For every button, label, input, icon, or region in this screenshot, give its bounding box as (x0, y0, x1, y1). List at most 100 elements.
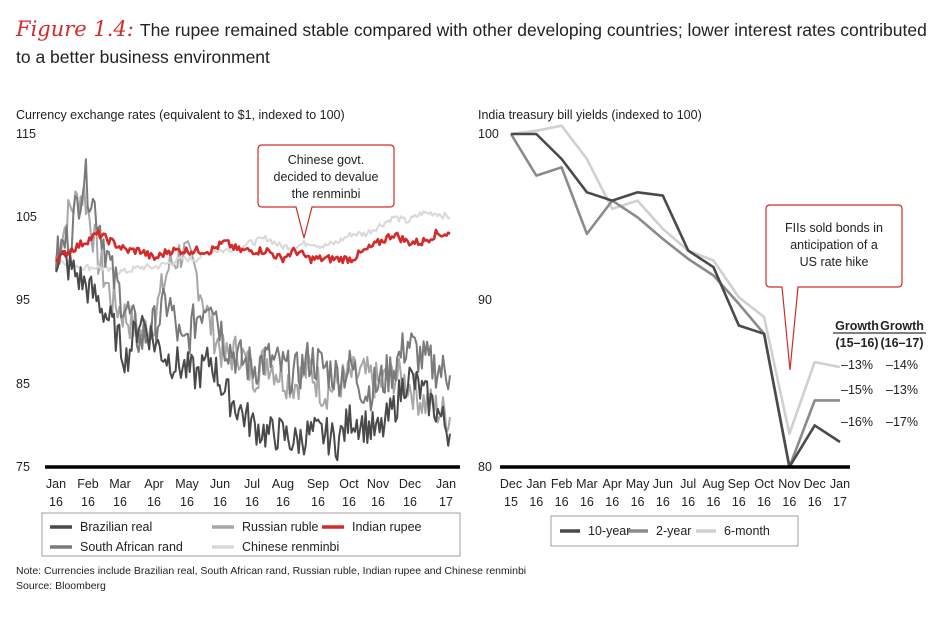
left-x-tick-label: 16 (213, 495, 227, 509)
right-annotation-text: FIIs sold bonds in (785, 221, 883, 235)
growth-header: (16–17) (880, 336, 923, 350)
right-x-tick-label: Jun (653, 477, 673, 491)
right-x-tick-label: Feb (551, 477, 573, 491)
left-series-line (55, 210, 451, 276)
right-x-tick-label: 17 (833, 495, 847, 509)
right-x-tick-label: Apr (603, 477, 622, 491)
right-x-tick-label: Dec (804, 477, 826, 491)
left-x-tick-label: 16 (147, 495, 161, 509)
right-x-tick-label: Mar (576, 477, 598, 491)
right-legend-label: 6-month (724, 524, 770, 538)
right-x-tick-label: 16 (782, 495, 796, 509)
left-series-line (55, 252, 451, 462)
growth-value: –17% (886, 415, 918, 429)
left-x-tick-label: Oct (339, 477, 359, 491)
left-series-line (55, 158, 451, 412)
left-annotation-text: decided to devalue (274, 170, 379, 184)
note-text: Note: Currencies include Brazilian real,… (16, 565, 527, 577)
right-x-tick-label: May (626, 477, 650, 491)
right-x-tick-label: 16 (529, 495, 543, 509)
left-x-tick-label: May (175, 477, 199, 491)
right-x-tick-label: 16 (555, 495, 569, 509)
left-y-tick-label: 75 (16, 460, 30, 474)
right-x-tick-label: 16 (631, 495, 645, 509)
growth-value: –16% (841, 415, 873, 429)
right-chart-title: India treasury bill yields (indexed to 1… (478, 108, 702, 122)
right-x-tick-label: 16 (732, 495, 746, 509)
left-annotation-text: Chinese govt. (288, 153, 364, 167)
right-x-tick-label: 16 (707, 495, 721, 509)
right-legend-label: 2-year (656, 524, 691, 538)
left-annotation-callout (257, 144, 395, 239)
right-series-line (511, 132, 841, 469)
figure-title-text: The rupee remained stable compared with … (16, 20, 927, 67)
right-x-tick-label: 16 (808, 495, 822, 509)
growth-value: –13% (886, 383, 918, 397)
left-legend-label: Russian ruble (242, 520, 318, 534)
left-x-tick-label: Nov (367, 477, 390, 491)
left-x-tick-label: Mar (109, 477, 131, 491)
right-legend-box (550, 515, 799, 547)
left-series-line (55, 184, 451, 433)
left-legend-label: South African rand (80, 540, 183, 554)
growth-header: Growth (880, 319, 924, 333)
left-x-tick-label: Jul (244, 477, 260, 491)
left-y-tick-label: 115 (16, 127, 36, 141)
right-x-tick-label: 16 (757, 495, 771, 509)
left-x-tick-label: Aug (272, 477, 294, 491)
left-x-tick-label: Jun (210, 477, 230, 491)
left-legend-label: Chinese renminbi (242, 540, 339, 554)
left-y-tick-label: 85 (16, 377, 30, 391)
right-x-tick-label: Jan (526, 477, 546, 491)
growth-value: –14% (886, 358, 918, 372)
right-x-tick-label: Dec (500, 477, 522, 491)
right-y-tick-label: 80 (478, 460, 492, 474)
left-x-tick-label: 16 (311, 495, 325, 509)
right-legend-label: 10-year (588, 524, 630, 538)
right-x-tick-label: Jul (680, 477, 696, 491)
right-x-tick-label: Sep (728, 477, 750, 491)
right-x-tick-label: Aug (702, 477, 724, 491)
growth-header: (15–16) (835, 336, 878, 350)
right-x-tick-label: 16 (681, 495, 695, 509)
left-x-tick-label: Dec (399, 477, 421, 491)
right-x-tick-label: 16 (656, 495, 670, 509)
growth-header: Growth (835, 319, 879, 333)
growth-value: –15% (841, 383, 873, 397)
left-legend-label: Brazilian real (80, 520, 152, 534)
growth-value: –13% (841, 358, 873, 372)
right-x-tick-label: 15 (504, 495, 518, 509)
left-x-tick-label: 16 (180, 495, 194, 509)
right-x-tick-label: Oct (754, 477, 774, 491)
left-annotation-text: the renminbi (292, 187, 361, 201)
left-x-tick-label: 16 (81, 495, 95, 509)
right-x-tick-label: 16 (580, 495, 594, 509)
right-annotation-text: anticipation of a (790, 238, 878, 252)
left-x-tick-label: Jan (46, 477, 66, 491)
left-x-tick-label: 16 (342, 495, 356, 509)
right-y-tick-label: 90 (478, 293, 492, 307)
left-x-tick-label: 16 (403, 495, 417, 509)
left-x-tick-label: Apr (144, 477, 163, 491)
left-legend-label: Indian rupee (352, 520, 422, 534)
left-x-tick-label: 16 (113, 495, 127, 509)
right-annotation-text: US rate hike (800, 255, 869, 269)
left-x-tick-label: 16 (371, 495, 385, 509)
left-y-tick-label: 105 (16, 210, 37, 224)
figure-label: Figure 1.4: (16, 17, 134, 41)
left-series-line (54, 228, 451, 265)
left-x-tick-label: 16 (276, 495, 290, 509)
left-x-tick-label: Feb (77, 477, 99, 491)
left-x-tick-label: Sep (307, 477, 329, 491)
source-text: Source: Bloomberg (16, 580, 106, 592)
figure-title: Figure 1.4: The rupee remained stable com… (16, 16, 936, 71)
right-series-line (510, 124, 841, 436)
left-x-tick-label: 17 (439, 495, 453, 509)
right-x-tick-label: Jan (830, 477, 850, 491)
right-x-tick-label: Nov (778, 477, 801, 491)
left-y-tick-label: 95 (16, 293, 30, 307)
right-y-tick-label: 100 (478, 127, 499, 141)
left-x-tick-label: 16 (245, 495, 259, 509)
left-chart-title: Currency exchange rates (equivalent to $… (16, 108, 345, 122)
